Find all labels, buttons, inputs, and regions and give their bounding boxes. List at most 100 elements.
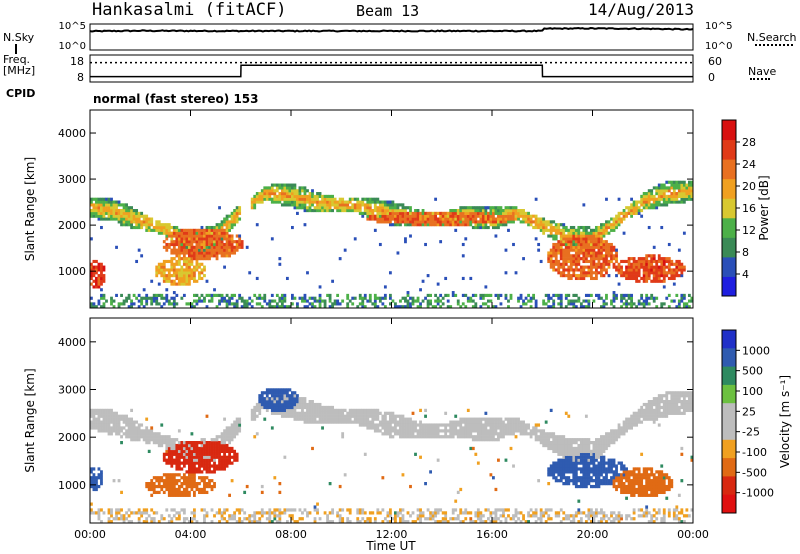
power-cell <box>434 223 438 227</box>
velocity-cell <box>559 464 563 468</box>
velocity-cell <box>574 470 578 474</box>
velocity-cell <box>572 458 576 462</box>
power-cell <box>95 271 98 275</box>
velocity-cell <box>193 446 196 451</box>
power-cell <box>672 282 676 286</box>
power-cell <box>220 251 224 255</box>
velocity-cell <box>469 435 473 439</box>
power-cell <box>150 279 154 283</box>
power-cell <box>461 293 465 297</box>
power-cell <box>210 231 214 235</box>
power-cell <box>492 217 495 221</box>
velocity-cell <box>155 490 159 495</box>
power-cell <box>213 288 216 292</box>
power-cell <box>92 265 96 269</box>
power-cell <box>456 214 460 218</box>
power-cell <box>341 200 345 204</box>
velocity-cell <box>371 411 375 415</box>
velocity-cell <box>441 435 445 439</box>
power-cell <box>499 220 503 224</box>
power-cell <box>170 274 174 278</box>
velocity-cell <box>102 420 106 424</box>
power-cell <box>110 206 113 210</box>
power-cell <box>497 296 500 300</box>
velocity-cell <box>170 482 174 486</box>
power-cell <box>333 200 337 204</box>
power-cell <box>569 237 573 241</box>
velocity-cell <box>401 414 405 418</box>
velocity-cell <box>318 408 322 413</box>
power-cell <box>193 237 196 241</box>
power-cell <box>579 305 583 309</box>
power-cell <box>652 206 656 210</box>
power-cell <box>657 279 661 283</box>
velocity-cell <box>230 432 234 436</box>
power-cell <box>559 293 563 297</box>
power-cell <box>527 220 530 224</box>
power-cell <box>612 265 616 269</box>
power-cell <box>115 214 118 218</box>
power-cell <box>97 276 101 281</box>
power-cell <box>275 305 279 309</box>
power-cell <box>187 271 191 275</box>
power-cell <box>331 194 335 198</box>
velocity-cell <box>165 449 169 454</box>
velocity-cell <box>567 458 571 462</box>
velocity-cell <box>406 426 410 430</box>
power-cell <box>278 194 282 198</box>
velocity-cell <box>135 426 139 430</box>
velocity-cell <box>348 417 352 421</box>
velocity-cell <box>504 426 508 430</box>
velocity-cell <box>411 432 415 436</box>
power-cell <box>605 228 608 232</box>
velocity-cell <box>494 487 498 492</box>
velocity-cell <box>270 511 274 515</box>
power-cell <box>318 209 322 213</box>
velocity-cell <box>562 476 566 480</box>
velocity-cell <box>95 423 98 427</box>
velocity-cell <box>388 508 392 512</box>
velocity-cell <box>366 411 370 415</box>
power-cell <box>399 211 402 215</box>
power-cell <box>95 259 98 264</box>
power-cell <box>662 192 666 196</box>
velocity-cell <box>471 438 475 442</box>
velocity-cell <box>318 517 322 521</box>
power-cell <box>225 254 229 258</box>
power-cell <box>640 262 644 266</box>
velocity-cell <box>557 470 561 474</box>
power-cell <box>177 254 181 258</box>
power-cell <box>399 305 402 309</box>
power-cell <box>660 192 664 196</box>
power-cell <box>97 214 101 218</box>
velocity-cell <box>203 449 206 454</box>
velocity-cell <box>399 432 402 436</box>
velocity-cell <box>190 470 194 474</box>
power-cell <box>675 293 679 297</box>
power-cell <box>589 257 593 261</box>
velocity-cell <box>270 402 274 407</box>
velocity-cell <box>419 435 422 439</box>
velocity-cell <box>492 432 495 436</box>
power-cell <box>263 296 267 300</box>
velocity-cell <box>298 402 302 407</box>
velocity-cell <box>285 414 289 418</box>
power-cell <box>157 220 161 224</box>
velocity-cell <box>537 517 541 521</box>
velocity-cell <box>311 405 314 410</box>
power-cell <box>632 262 636 266</box>
velocity-cell <box>208 461 211 465</box>
velocity-cell <box>464 420 468 424</box>
power-cell <box>464 214 468 218</box>
power-cell <box>605 262 608 266</box>
power-cell <box>353 203 357 207</box>
velocity-cell <box>456 423 460 427</box>
power-cell <box>436 223 440 227</box>
velocity-cell <box>203 464 206 468</box>
velocity-cell <box>225 508 229 512</box>
velocity-cell <box>572 461 576 465</box>
velocity-cell <box>265 391 269 395</box>
power-cell <box>657 274 661 278</box>
power-cell <box>615 214 618 218</box>
power-cell <box>200 240 204 244</box>
